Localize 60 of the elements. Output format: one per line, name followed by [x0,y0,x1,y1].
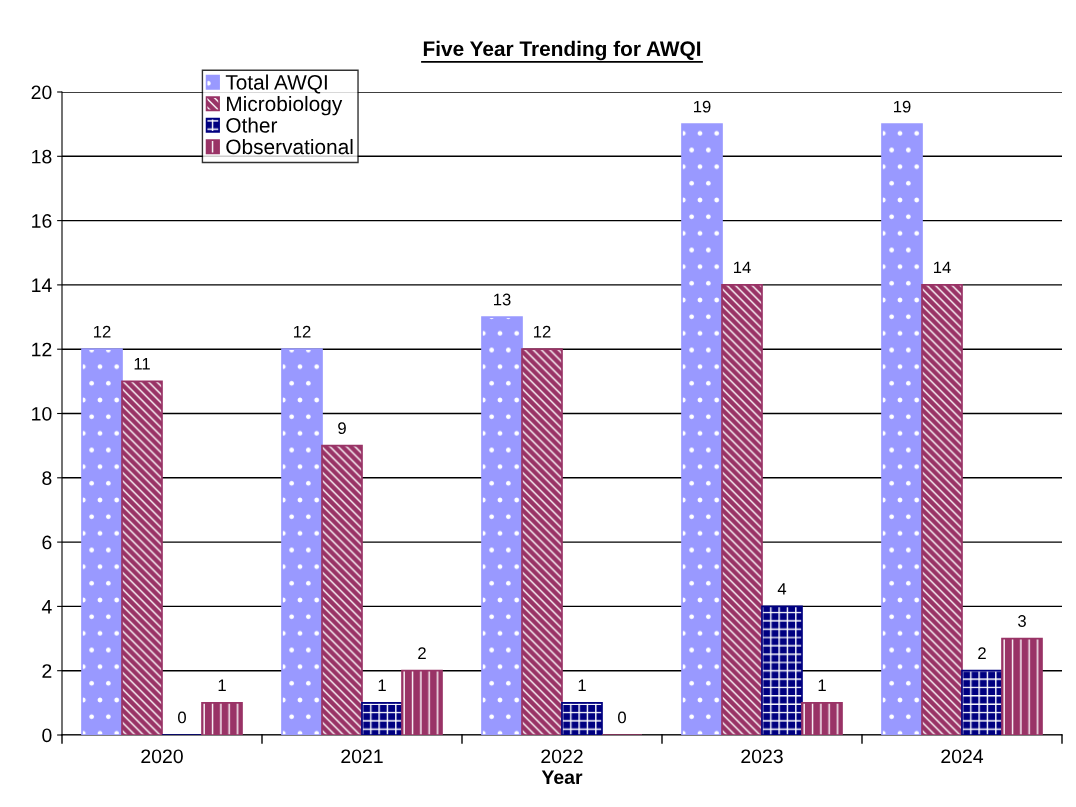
y-tick-label: 10 [32,406,52,421]
data-label: 3 [1018,615,1026,627]
bar [1001,637,1043,735]
y-tick-label: 16 [32,214,52,228]
data-label: 4 [777,583,787,595]
bar [721,284,763,735]
data-label: 2 [418,647,426,659]
y-tick-label: 18 [32,149,52,164]
y-tick-label: 20 [31,85,52,100]
data-label: 1 [818,679,826,692]
data-label: 1 [578,679,586,692]
bar [961,669,1003,735]
data-label: 11 [134,358,150,370]
bar [321,444,363,735]
y-tick-label: 14 [32,278,52,292]
data-label: 19 [894,100,911,113]
bar [401,669,443,735]
x-tick-label: 2020 [141,749,183,764]
data-label: 12 [94,325,111,338]
data-label: 19 [694,100,711,113]
bar [81,348,123,735]
bar [121,380,163,735]
data-label: 1 [378,679,386,692]
x-tick-label: 2021 [341,749,383,764]
bar [881,123,923,735]
y-tick-label: 6 [42,535,52,550]
bar [761,605,803,735]
data-label: 1 [218,679,226,692]
y-tick-label: 0 [42,728,52,743]
bar [481,316,523,735]
data-label: 0 [618,711,626,724]
chart-title: Five Year Trending for AWQI [423,40,701,61]
legend-label: Observational [226,138,353,155]
legend-label: Other [226,117,278,133]
bar [561,702,603,735]
data-label: 9 [338,422,346,435]
y-tick-label: 8 [42,471,52,486]
data-label: 12 [294,325,311,338]
data-label: 0 [178,711,186,724]
bar [681,123,723,735]
x-tick-label: 2022 [541,749,583,764]
legend-label: Microbiology [227,95,343,116]
y-tick-label: 4 [41,600,52,614]
bar [921,284,963,735]
bar [361,702,403,735]
bar [201,702,243,735]
x-axis-title: Year [541,770,583,785]
y-tick-label: 2 [42,664,52,678]
data-label: 2 [978,647,986,659]
data-label: 14 [734,261,751,274]
legend-label: Total AWQI [225,74,327,94]
data-label: 14 [934,261,951,274]
data-label: 12 [534,325,551,338]
bar [801,702,843,735]
bar [521,348,563,735]
x-tick-label: 2024 [941,749,984,764]
x-tick-label: 2023 [741,749,783,764]
data-label: 13 [494,293,511,306]
bar [281,348,323,735]
y-tick-label: 12 [32,342,52,357]
